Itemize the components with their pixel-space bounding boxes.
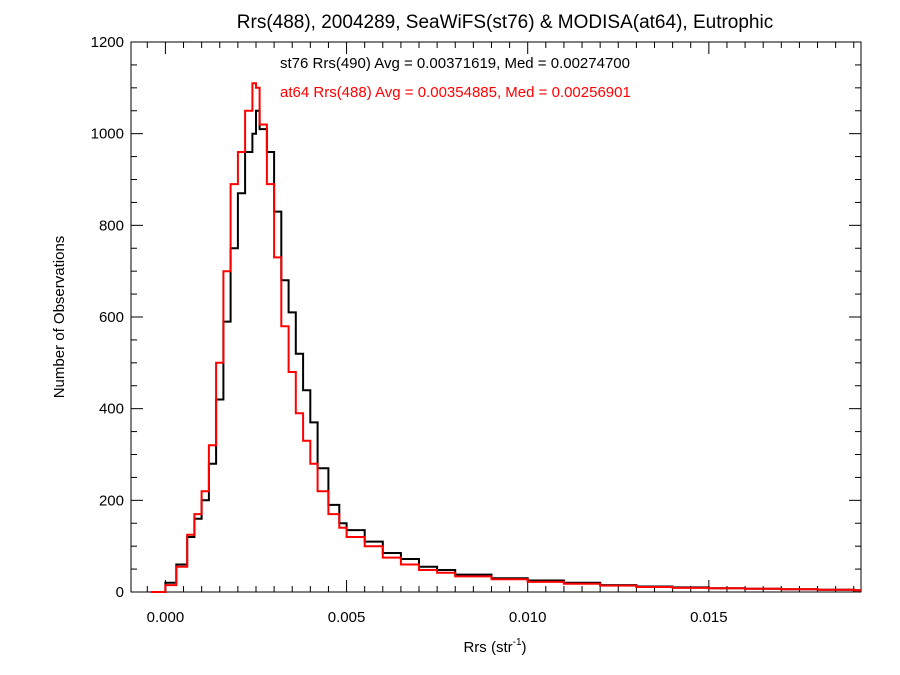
x-tick-labels: 0.000 0.005 0.010 0.015	[147, 609, 728, 626]
x-axis-label-end: )	[522, 639, 527, 656]
y-tick-label: 400	[99, 401, 124, 418]
x-tick-label: 0.010	[509, 609, 547, 626]
x-axis-label-main: Rrs (str	[463, 639, 512, 656]
series-line-0	[150, 109, 861, 593]
y-tick-label: 600	[99, 309, 124, 326]
legend-entry-st76: st76 Rrs(490) Avg = 0.00371619, Med = 0.…	[280, 55, 630, 72]
axis-ticks	[131, 41, 861, 593]
plot-frame	[130, 41, 862, 593]
chart-title: Rrs(488), 2004289, SeaWiFS(st76) & MODIS…	[237, 12, 773, 33]
y-tick-label: 200	[99, 492, 124, 509]
x-axis-label: Rrs (str-1)	[463, 637, 526, 656]
x-tick-label: 0.005	[328, 609, 366, 626]
x-axis-label-superscript: -1	[513, 637, 522, 648]
y-tick-label: 800	[99, 217, 124, 234]
y-axis-label: Number of Observations	[51, 236, 68, 399]
y-tick-labels: 0 200 400 600 800 1000 1200	[91, 34, 124, 601]
y-tick-label: 1200	[91, 34, 124, 51]
x-tick-label: 0.015	[690, 609, 728, 626]
y-tick-label: 0	[116, 584, 124, 601]
legend-entry-at64: at64 Rrs(488) Avg = 0.00354885, Med = 0.…	[280, 84, 631, 101]
series-layer	[150, 82, 861, 593]
series-line-1	[150, 82, 861, 593]
y-tick-label: 1000	[91, 126, 124, 143]
x-tick-label: 0.000	[147, 609, 185, 626]
